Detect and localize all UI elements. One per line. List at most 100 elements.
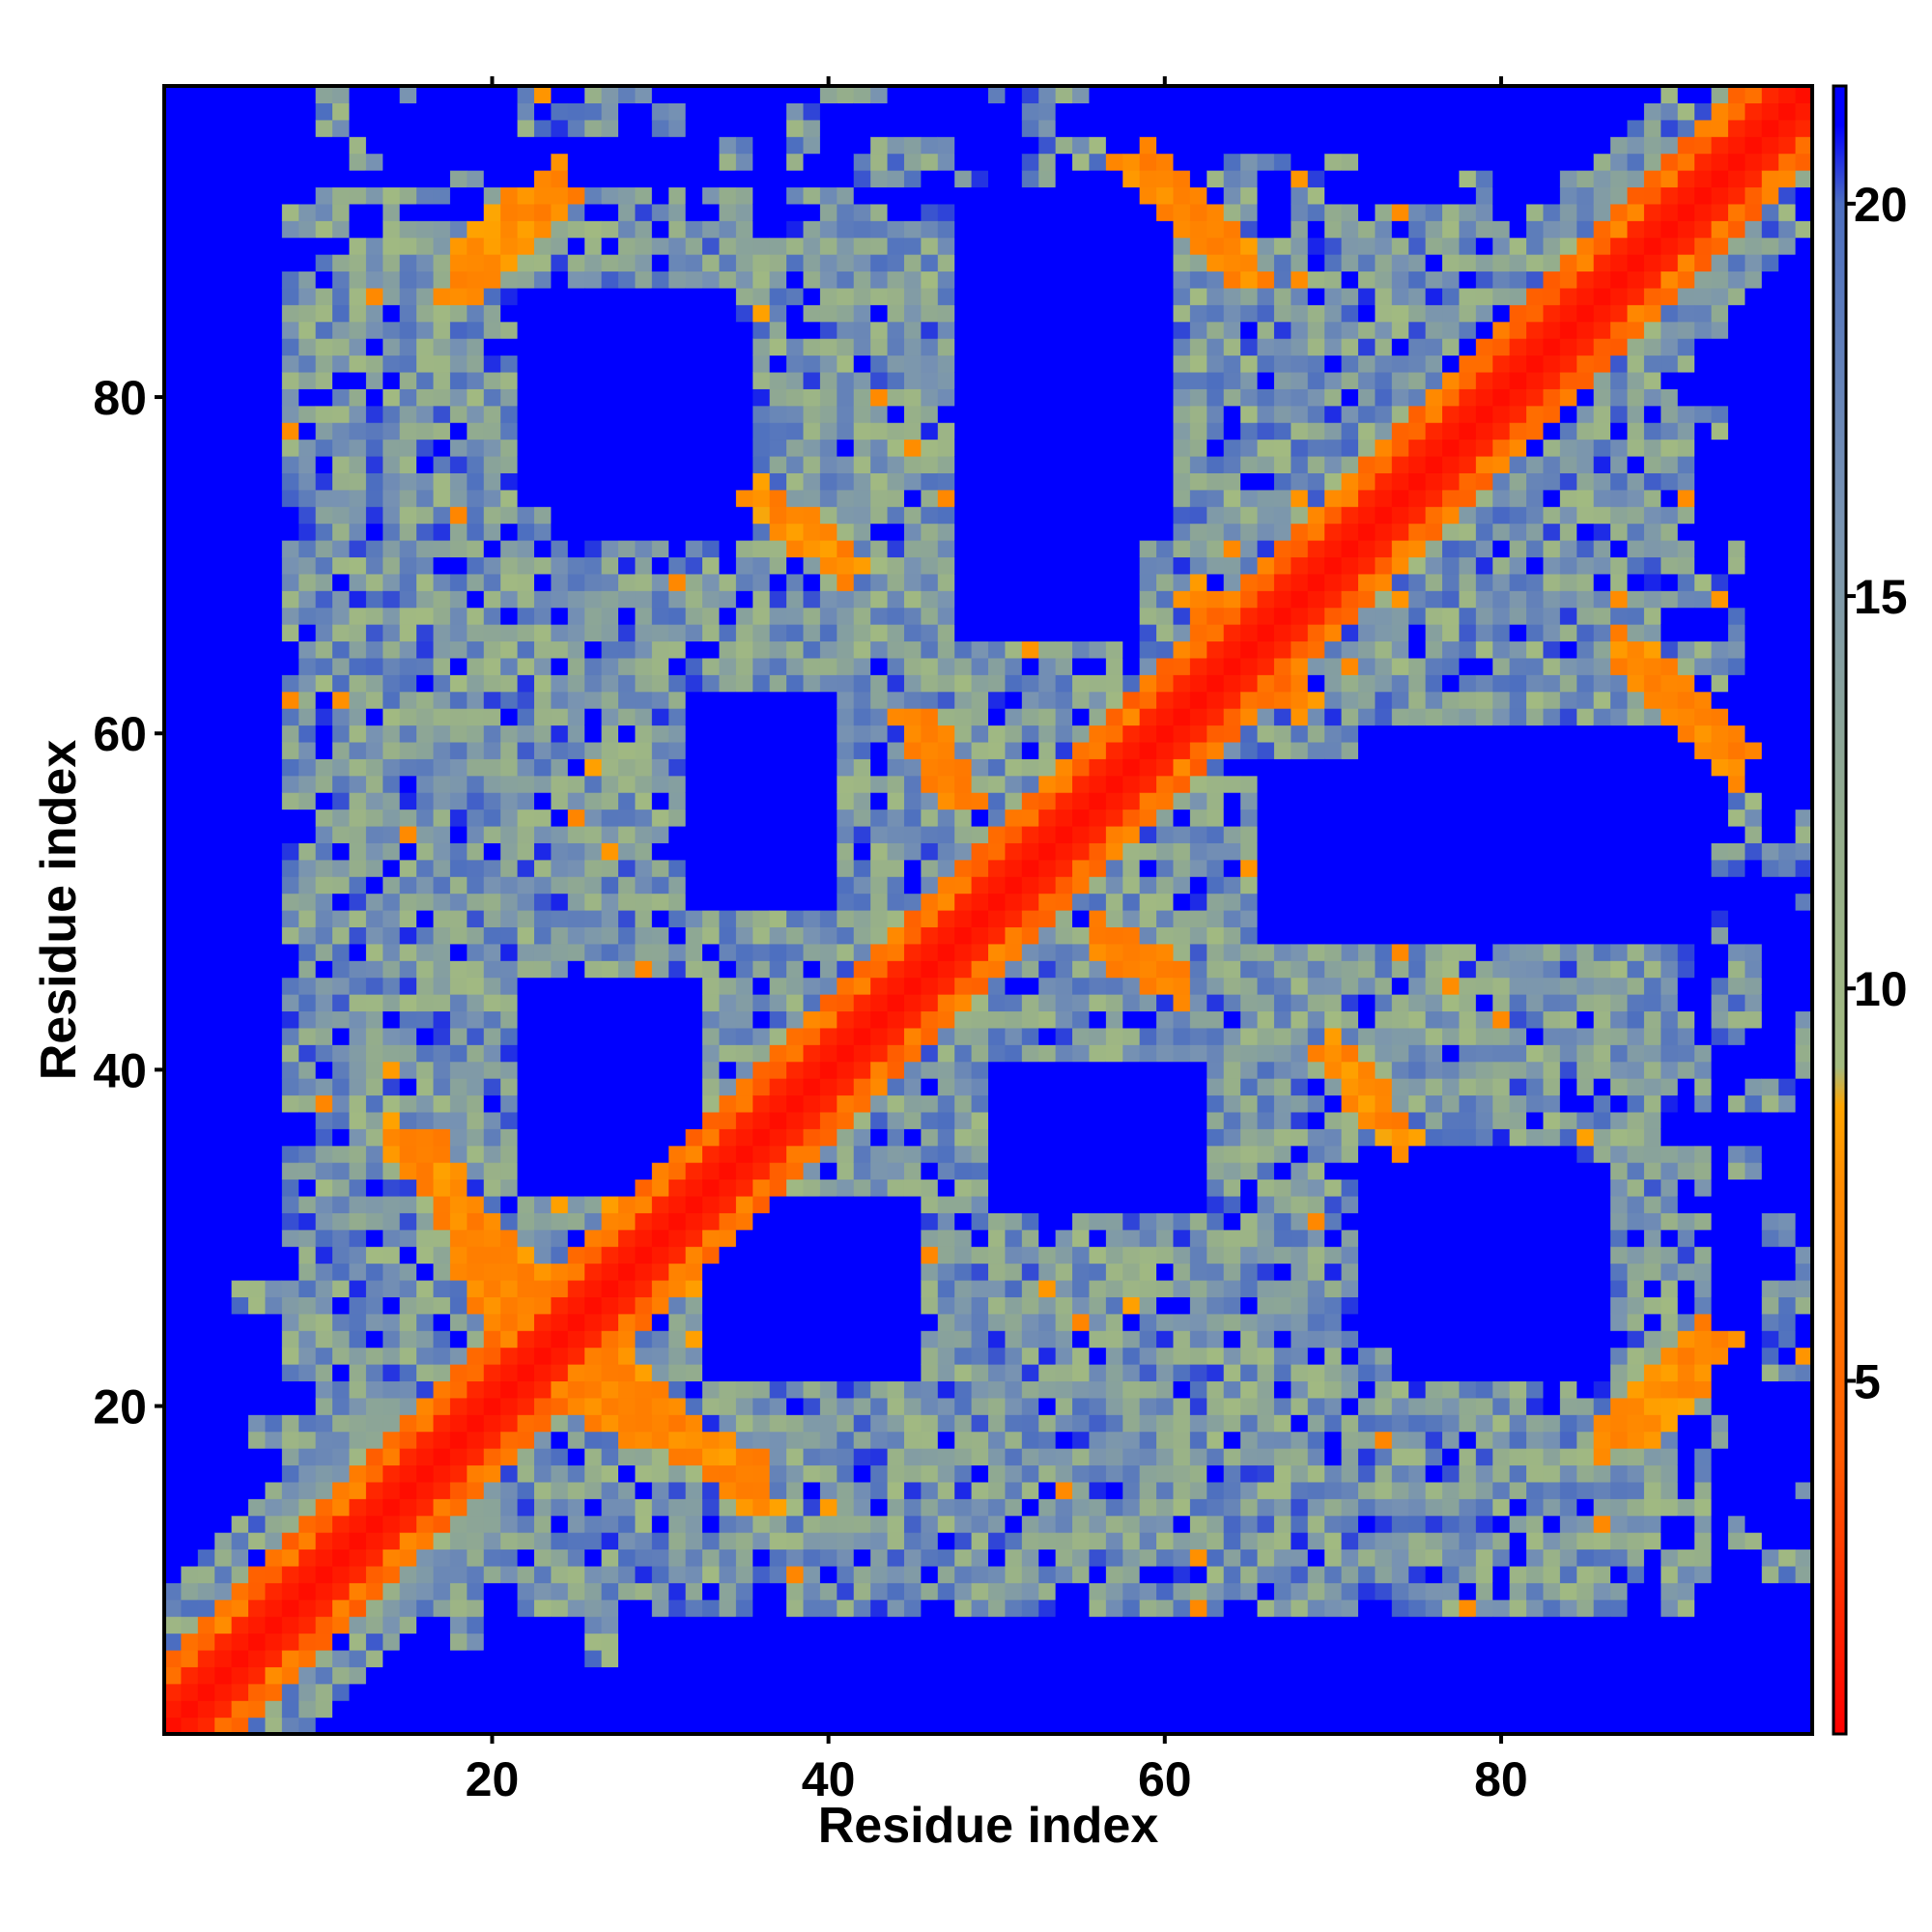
heatmap-cell	[584, 119, 603, 137]
heatmap-cell	[281, 994, 299, 1012]
heatmap-cell	[467, 1599, 485, 1617]
heatmap-cell	[853, 1044, 871, 1063]
heatmap-cell	[735, 338, 753, 356]
heatmap-cell	[769, 136, 787, 155]
heatmap-cell	[197, 1212, 215, 1231]
heatmap-cell	[551, 1666, 569, 1685]
heatmap-cell	[635, 1397, 653, 1415]
heatmap-cell	[584, 1364, 603, 1382]
heatmap-cell	[601, 472, 619, 491]
heatmap-cell	[618, 1532, 637, 1550]
heatmap-cell	[181, 792, 199, 810]
heatmap-cell	[500, 355, 519, 373]
heatmap-cell	[735, 1111, 753, 1129]
heatmap-cell	[819, 1481, 838, 1499]
heatmap-cell	[853, 1565, 871, 1583]
heatmap-cell	[651, 1717, 669, 1735]
heatmap-cell	[685, 1397, 703, 1415]
heatmap-cell	[181, 1431, 199, 1449]
heatmap-cell	[735, 1061, 753, 1079]
heatmap-cell	[786, 943, 805, 961]
heatmap-cell	[971, 119, 989, 137]
heatmap-cell	[231, 825, 249, 843]
heatmap-cell	[483, 809, 501, 827]
heatmap-cell	[265, 1010, 283, 1029]
heatmap-cell	[702, 186, 721, 205]
heatmap-cell	[853, 792, 871, 810]
heatmap-cell	[533, 1582, 552, 1601]
heatmap-cell	[416, 1145, 435, 1163]
heatmap-cell	[383, 741, 401, 759]
heatmap-cell	[837, 1532, 855, 1550]
heatmap-cell	[719, 573, 737, 591]
heatmap-cell	[449, 1044, 468, 1063]
heatmap-cell	[315, 1515, 333, 1533]
heatmap-cell	[500, 1162, 519, 1180]
heatmap-cell	[769, 287, 787, 305]
heatmap-cell	[735, 590, 753, 609]
heatmap-cell	[786, 1313, 805, 1331]
heatmap-cell	[315, 977, 333, 995]
heatmap-cell	[433, 1599, 451, 1617]
heatmap-cell	[601, 1599, 619, 1617]
heatmap-cell	[584, 1094, 603, 1113]
heatmap-cell	[551, 691, 569, 709]
heatmap-cell	[164, 1078, 183, 1096]
heatmap-cell	[315, 1481, 333, 1499]
heatmap-cell	[651, 1279, 669, 1297]
heatmap-cell	[298, 506, 317, 525]
heatmap-cell	[500, 1296, 519, 1315]
heatmap-cell	[618, 439, 637, 457]
heatmap-cell	[551, 1498, 569, 1517]
heatmap-cell	[837, 1515, 855, 1533]
heatmap-cell	[971, 708, 989, 726]
heatmap-cell	[702, 825, 721, 843]
heatmap-cell	[618, 708, 637, 726]
heatmap-cell	[618, 1700, 637, 1719]
heatmap-cell	[517, 1263, 535, 1281]
heatmap-cell	[601, 1061, 619, 1079]
heatmap-cell	[383, 1145, 401, 1163]
heatmap-cell	[517, 136, 535, 155]
heatmap-cell	[500, 691, 519, 709]
heatmap-cell	[584, 523, 603, 541]
heatmap-cell	[349, 708, 367, 726]
heatmap-cell	[735, 607, 753, 625]
heatmap-cell	[265, 590, 283, 609]
heatmap-cell	[483, 1481, 501, 1499]
heatmap-cell	[618, 1481, 637, 1499]
heatmap-cell	[753, 506, 771, 525]
heatmap-cell	[803, 893, 821, 911]
heatmap-cell	[483, 1548, 501, 1567]
heatmap-cell	[467, 859, 485, 877]
heatmap-cell	[349, 86, 367, 104]
heatmap-cell	[231, 994, 249, 1012]
heatmap-cell	[819, 455, 838, 473]
heatmap-cell	[214, 657, 233, 675]
heatmap-cell	[332, 1431, 351, 1449]
heatmap-cell	[685, 338, 703, 356]
heatmap-cell	[635, 741, 653, 759]
heatmap-cell	[517, 1616, 535, 1634]
heatmap-cell	[921, 1599, 939, 1617]
heatmap-cell	[298, 1683, 317, 1701]
heatmap-cell	[467, 1162, 485, 1180]
heatmap-cell	[197, 775, 215, 793]
heatmap-cell	[265, 1380, 283, 1399]
heatmap-cell	[601, 1364, 619, 1382]
heatmap-cell	[349, 1279, 367, 1297]
heatmap-cell	[685, 1599, 703, 1617]
heatmap-cell	[803, 1128, 821, 1147]
heatmap-cell	[769, 1279, 787, 1297]
heatmap-cell	[248, 1347, 267, 1365]
heatmap-cell	[887, 1347, 905, 1365]
heatmap-cell	[635, 775, 653, 793]
heatmap-cell	[735, 825, 753, 843]
heatmap-cell	[668, 254, 687, 272]
heatmap-cell	[231, 1347, 249, 1365]
heatmap-cell	[483, 119, 501, 137]
heatmap-cell	[533, 1532, 552, 1550]
heatmap-cell	[803, 119, 821, 137]
heatmap-cell	[433, 254, 451, 272]
heatmap-cell	[248, 708, 267, 726]
